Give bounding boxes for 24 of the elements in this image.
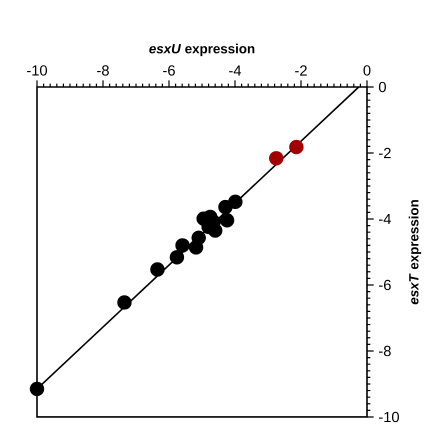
- point: [117, 295, 132, 310]
- y-tick-label: 0: [378, 82, 386, 92]
- y-tick-label: -2: [379, 148, 391, 158]
- y-axis-title: esxT expression: [408, 200, 422, 304]
- point: [228, 194, 243, 210]
- y-tick-label: -8: [379, 346, 391, 356]
- point: [30, 382, 44, 396]
- y-tick-label: -10: [379, 412, 399, 422]
- point: [220, 213, 234, 228]
- point: [170, 250, 184, 264]
- x-axis-title: esxU expression: [149, 44, 254, 56]
- point: [269, 151, 284, 166]
- x-tick-label: -8: [97, 65, 109, 76]
- x-tick-label: -6: [163, 65, 175, 76]
- y-tick-label: -6: [379, 280, 391, 290]
- x-tick-label: 0: [363, 65, 370, 76]
- point: [175, 238, 190, 253]
- point: [191, 230, 206, 246]
- x-tick-label: -2: [295, 65, 307, 76]
- point: [289, 140, 304, 154]
- point: [150, 262, 165, 277]
- x-tick-label: -10: [27, 65, 48, 76]
- y-tick-label: -4: [379, 214, 391, 224]
- x-tick-label: -4: [229, 66, 242, 76]
